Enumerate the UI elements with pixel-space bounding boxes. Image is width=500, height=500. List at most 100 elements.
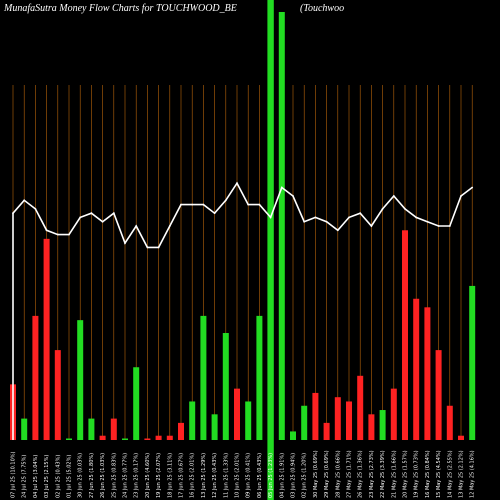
line-point (448, 225, 451, 227)
line-point (269, 216, 272, 219)
x-tick-label: 19 May 25 (0.73%) (414, 450, 420, 498)
highlight-bar (267, 0, 274, 500)
bar (458, 435, 464, 440)
bar (43, 238, 50, 440)
line-point (157, 246, 160, 249)
x-tick-label: 01 Jul 25 (5.02%) (67, 455, 73, 498)
x-tick-label: 09 Jun 25 (0.41%) (246, 453, 252, 498)
bar (178, 422, 184, 440)
x-tick-label: 03 Jun 25 (0.94%) (291, 453, 297, 498)
bar (357, 375, 364, 440)
x-tick-labels: 07 Jul 25 (10.10%) 24 Jul 25 (7.75%) 04 Ju… (11, 450, 476, 498)
bar (166, 435, 173, 440)
line-point (146, 246, 149, 249)
line-point (471, 186, 474, 189)
x-tick-label: 14 May 25 (2.55%) (447, 450, 453, 498)
bar (290, 431, 296, 440)
bar (379, 410, 386, 440)
chart-title: MunafaSutra Money Flow Charts for TOUCHW… (4, 3, 237, 14)
bar (469, 285, 476, 440)
x-tick-label: 30 Jun 25 (0.03%) (78, 453, 84, 498)
line-point (224, 199, 227, 202)
bar (446, 405, 453, 440)
line-point (460, 195, 462, 197)
line-point (426, 220, 429, 223)
x-tick-label: 25 Jun 25 (0.83%) (111, 453, 117, 498)
x-tick-label: 13 May 25 (2.12%) (459, 450, 465, 498)
x-tick-label: 18 Jun 25 (3.11%) (167, 453, 173, 498)
line-point (180, 203, 182, 206)
x-tick-label: 13 Jun 25 (1.29%) (201, 453, 207, 498)
bar (155, 435, 162, 440)
line-point (258, 203, 261, 206)
line-point (392, 195, 395, 197)
x-tick-label: 17 Jun 25 (0.67%) (179, 453, 185, 498)
x-tick-label: 23 Jun 25 (0.17%) (134, 453, 140, 498)
line-point (247, 203, 250, 206)
x-tick-label: 22 May 25 (3.39%) (380, 450, 386, 498)
line-point (314, 216, 317, 219)
x-tick-label: 26 May 25 (1.36%) (358, 450, 364, 498)
x-tick-label: 05 Jun 25 (1.23%) (268, 453, 274, 498)
x-tick-label: 29 May 25 (0.69%) (324, 450, 330, 498)
x-tick-label: 04 Jul 25 (3.04%) (33, 455, 39, 498)
x-tick-label: 12 May 25 (4.16%) (470, 450, 476, 498)
x-tick-label: 23 May 25 (2.73%) (369, 450, 375, 498)
x-tick-label: 20 Jun 25 (4.60%) (145, 453, 151, 498)
line-point (45, 229, 48, 232)
line-point (56, 233, 59, 236)
bar (323, 422, 330, 440)
line-point (325, 220, 328, 223)
bar (424, 307, 431, 440)
line-point (79, 216, 82, 219)
bar (245, 401, 252, 440)
bar (234, 388, 240, 440)
line-point (90, 212, 93, 215)
x-tick-label: 27 May 25 (1.71%) (347, 450, 353, 498)
x-tick-label: 07 Jul 25 (10.10%) (11, 451, 17, 498)
x-tick-label: 20 May 25 (1.57%) (403, 450, 409, 498)
x-tick-label: 26 Jun 25 (1.03%) (100, 453, 106, 498)
bar (402, 230, 408, 440)
line-point (168, 225, 171, 227)
x-tick-label: 03 Jul 25 (2.15%) (44, 455, 50, 498)
x-tick-label: 21 May 25 (1.66%) (391, 450, 397, 498)
x-tick-label: 16 Jun 25 (2.01%) (190, 453, 196, 498)
line-point (359, 212, 362, 215)
line-point (135, 225, 138, 227)
line-point (437, 225, 440, 227)
x-tick-label: 10 Jun 25 (2.01%) (235, 453, 241, 498)
bar (144, 438, 151, 440)
bar (32, 315, 39, 440)
bar (133, 367, 140, 440)
chart-title-suffix: (Touchwoo (300, 3, 345, 14)
bar (222, 333, 229, 440)
x-tick-label: 15 May 25 (4.54%) (436, 450, 442, 498)
bar (200, 315, 207, 440)
bar (312, 392, 319, 440)
x-tick-label: 12 Jun 25 (0.43%) (212, 453, 218, 498)
line-point (370, 225, 373, 227)
line-point (381, 207, 384, 210)
line-point (34, 207, 37, 210)
line-point (415, 216, 418, 219)
bar (122, 438, 128, 440)
bar (435, 350, 442, 440)
line-point (68, 233, 70, 236)
bar (66, 438, 72, 440)
x-tick-label: 24 Jun 25 (0.77%) (123, 453, 129, 498)
x-tick-label: 24 Jul 25 (7.75%) (22, 455, 28, 498)
x-tick-label: 28 May 25 (0.66%) (335, 450, 341, 498)
bar (54, 350, 61, 440)
bar (189, 401, 196, 440)
bar (99, 435, 106, 440)
bar (334, 397, 341, 440)
x-tick-label: 02 Jul 25 (0.43%) (55, 455, 61, 498)
line-point (280, 186, 283, 189)
line-point (292, 195, 294, 197)
bar (88, 418, 95, 440)
bar (368, 414, 375, 440)
line-series (12, 181, 474, 440)
x-tick-label: 19 Jun 25 (2.07%) (156, 453, 162, 498)
